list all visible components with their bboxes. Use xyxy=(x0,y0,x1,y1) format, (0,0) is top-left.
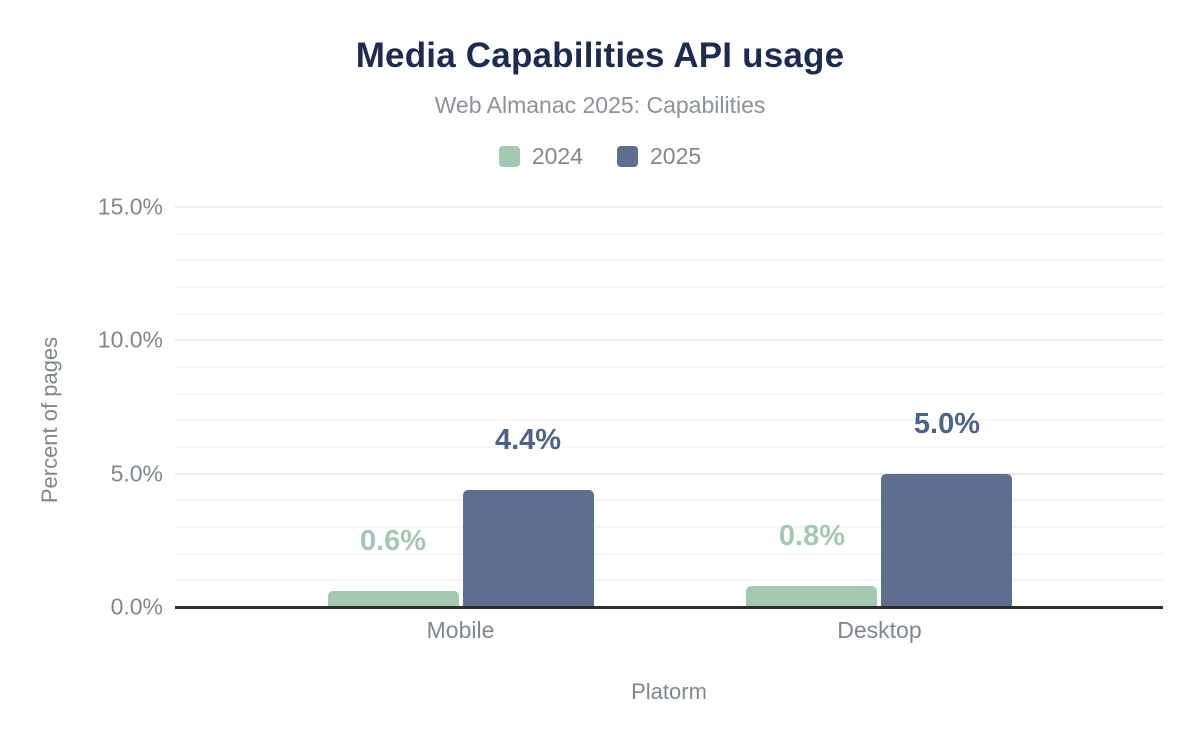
legend-item-2025: 2025 xyxy=(617,143,701,170)
y-axis-title: Percent of pages xyxy=(37,336,62,504)
bar-2024-mobile xyxy=(327,591,459,607)
bar-2025-mobile xyxy=(462,489,594,607)
y-tick-label: 10.0% xyxy=(97,326,163,353)
chart-subtitle: Web Almanac 2025: Capabilities xyxy=(434,92,766,118)
minor-gridline xyxy=(175,526,1163,528)
minor-gridline xyxy=(175,366,1163,368)
minor-gridline xyxy=(175,312,1163,315)
bar-2025-desktop xyxy=(881,473,1013,607)
x-axis-title: Platorm xyxy=(631,679,707,704)
legend-swatch-2025 xyxy=(617,146,638,167)
minor-gridline xyxy=(175,579,1163,582)
y-tick-label: 15.0% xyxy=(97,193,163,220)
y-tick-label: 5.0% xyxy=(110,460,163,487)
bar-value-label-2024-desktop: 0.8% xyxy=(778,519,845,552)
legend-item-2024: 2024 xyxy=(498,143,583,170)
minor-gridline xyxy=(175,419,1163,422)
bar-2024-desktop xyxy=(746,585,878,607)
minor-gridline xyxy=(175,499,1163,502)
legend: 2024 2025 xyxy=(0,143,1200,170)
major-gridline xyxy=(175,472,1163,475)
minor-gridline xyxy=(175,552,1163,555)
chart-title: Media Capabilities API usage xyxy=(355,36,845,75)
bar-value-label-2024-mobile: 0.6% xyxy=(359,525,427,557)
minor-gridline xyxy=(175,232,1163,235)
legend-label-2024: 2024 xyxy=(531,143,583,169)
plot-area: 0.6% 4.4% 0.8% 5.0% Mobile Desktop xyxy=(175,206,1163,643)
minor-gridline xyxy=(175,446,1163,448)
major-gridline xyxy=(175,206,1163,208)
bar-value-label-2025-desktop: 5.0% xyxy=(913,407,980,440)
bar-value-label-2025-mobile: 4.4% xyxy=(494,423,562,456)
minor-gridline xyxy=(175,392,1163,395)
x-axis-line xyxy=(175,606,1163,609)
major-gridline xyxy=(175,339,1163,342)
legend-swatch-2024 xyxy=(498,146,520,167)
minor-gridline xyxy=(175,286,1163,288)
x-tick-label-desktop: Desktop xyxy=(837,617,922,643)
minor-gridline xyxy=(175,259,1163,262)
x-tick-label-mobile: Mobile xyxy=(426,617,495,643)
y-tick-label: 0.0% xyxy=(110,593,163,620)
legend-label-2025: 2025 xyxy=(650,143,702,169)
